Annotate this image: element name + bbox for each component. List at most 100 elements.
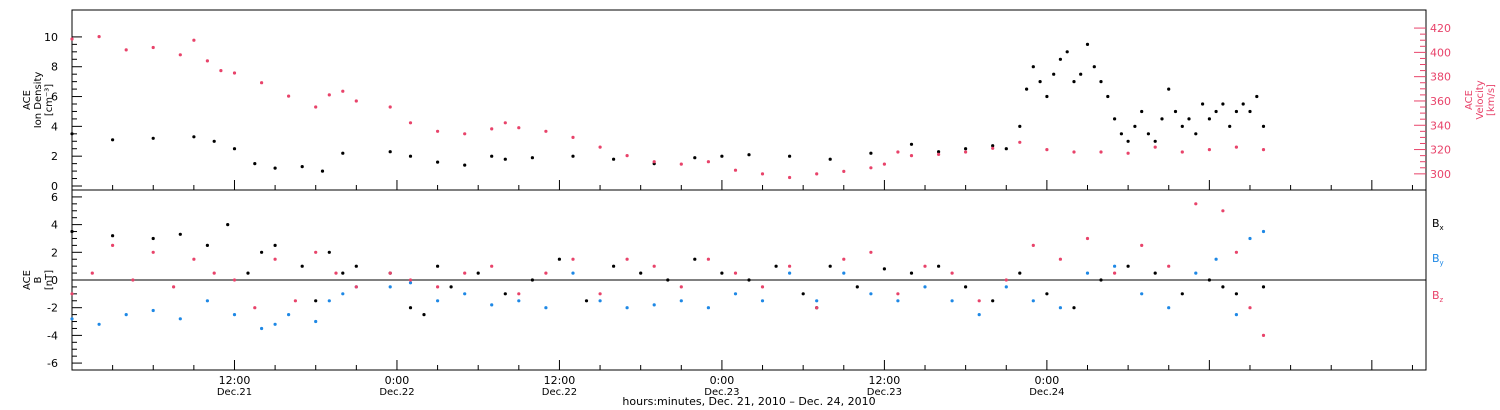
velocity-point (503, 121, 507, 125)
legend-bx-sub: x (1440, 224, 1444, 232)
velocity-point (896, 150, 900, 154)
by-point (1261, 229, 1266, 234)
bz-point (1221, 209, 1225, 213)
x-tick-date-label: Dec.24 (1029, 387, 1064, 398)
bottom-left-title-line3: [nT] (44, 270, 55, 290)
legend-bz: Bz (1432, 289, 1444, 304)
x-tick-date-label: Dec.23 (704, 387, 739, 398)
density-point (1180, 124, 1184, 128)
by-point (151, 308, 155, 313)
velocity-point (652, 160, 656, 164)
bx-point (639, 271, 643, 275)
bx-point (476, 271, 480, 275)
density-point (300, 165, 304, 169)
bz-point (679, 285, 683, 289)
top-right-title-line3: [km/s] (1486, 84, 1497, 116)
velocity-point (882, 162, 887, 166)
bx-point (422, 313, 426, 317)
x-tick-date-label: Dec.23 (867, 387, 902, 398)
bz-point (131, 278, 135, 282)
bz-point (652, 264, 656, 268)
bz-point (706, 257, 711, 261)
legend: Bx By Bz (1432, 217, 1444, 304)
density-point (1072, 80, 1076, 84)
by-point (544, 306, 548, 310)
bz-point (733, 271, 738, 275)
density-point (273, 166, 277, 170)
x-tick-time-label: 0:00 (385, 374, 410, 387)
by-point (706, 306, 711, 310)
bx-point (1072, 306, 1076, 310)
density-point (341, 151, 345, 155)
top-right-tick-label: 360 (1430, 95, 1451, 108)
by-point (205, 299, 209, 303)
bx-point (449, 285, 453, 289)
velocity-point (260, 81, 264, 85)
legend-by: By (1432, 252, 1444, 267)
x-tick-time-label: 12:00 (869, 374, 901, 387)
bx-point (584, 299, 589, 303)
by-point (1113, 264, 1117, 268)
top-left-tick-label: 4 (51, 120, 58, 133)
bz-point (1234, 250, 1238, 254)
density-point (1241, 102, 1245, 106)
x-axis-title: hours:minutes, Dec. 21, 2010 – Dec. 24, … (622, 395, 875, 408)
bx-point (909, 271, 914, 275)
bz-point (571, 257, 575, 261)
top-right-title-line2: Velocity (1475, 80, 1486, 119)
by-point (70, 317, 74, 321)
velocity-point (909, 154, 914, 158)
by-point (950, 299, 954, 303)
velocity-point (1234, 145, 1238, 149)
bottom-left-title-line1: ACE (22, 270, 33, 290)
top-left-title-line1: ACE (22, 90, 33, 110)
bz-point (760, 285, 765, 289)
bx-point (1234, 292, 1238, 296)
velocity-point (463, 132, 467, 136)
x-tick-time-label: 0:00 (1035, 374, 1060, 387)
density-point (1214, 109, 1218, 114)
velocity-point (1018, 140, 1022, 144)
density-point (571, 154, 575, 158)
by-point (788, 271, 792, 275)
density-point (1173, 109, 1178, 114)
density-point (964, 147, 968, 151)
bottom-left-title-line2: B (33, 276, 44, 283)
bottom-left-tick-label: 0 (51, 274, 58, 287)
top-right-tick-label: 320 (1430, 144, 1451, 157)
density-point (1187, 117, 1191, 121)
top-right-title-line1: ACE (1464, 90, 1475, 110)
bz-point (815, 306, 819, 310)
density-point (1106, 94, 1110, 99)
density-point (1167, 87, 1171, 91)
bx-point (300, 264, 304, 268)
velocity-point (1153, 145, 1157, 149)
by-point (273, 322, 277, 326)
velocity-point (490, 127, 494, 131)
bx-point (151, 236, 155, 241)
bz-point (334, 271, 338, 275)
bx-point (1221, 285, 1225, 289)
top-panel-data (70, 35, 1266, 180)
x-axis: 12:00Dec.210:00Dec.2212:00Dec.220:00Dec.… (71, 180, 1413, 398)
bx-point (747, 278, 751, 282)
bz-point (1113, 271, 1117, 275)
density-point (253, 162, 257, 166)
bx-point (436, 264, 440, 268)
by-point (463, 292, 467, 296)
velocity-point (991, 146, 995, 150)
density-point (991, 144, 995, 148)
bx-point (327, 250, 331, 254)
bx-point (205, 243, 209, 247)
bx-point (557, 257, 562, 261)
bz-point (151, 250, 155, 254)
bx-point (964, 285, 968, 289)
density-point (1228, 124, 1232, 128)
legend-bx: Bx (1432, 217, 1444, 232)
bx-point (1126, 264, 1130, 268)
density-point (1025, 87, 1029, 91)
bottom-left-title: ACE B [nT] (22, 270, 55, 290)
velocity-point (937, 152, 941, 156)
by-point (287, 313, 291, 317)
bz-point (896, 292, 900, 296)
